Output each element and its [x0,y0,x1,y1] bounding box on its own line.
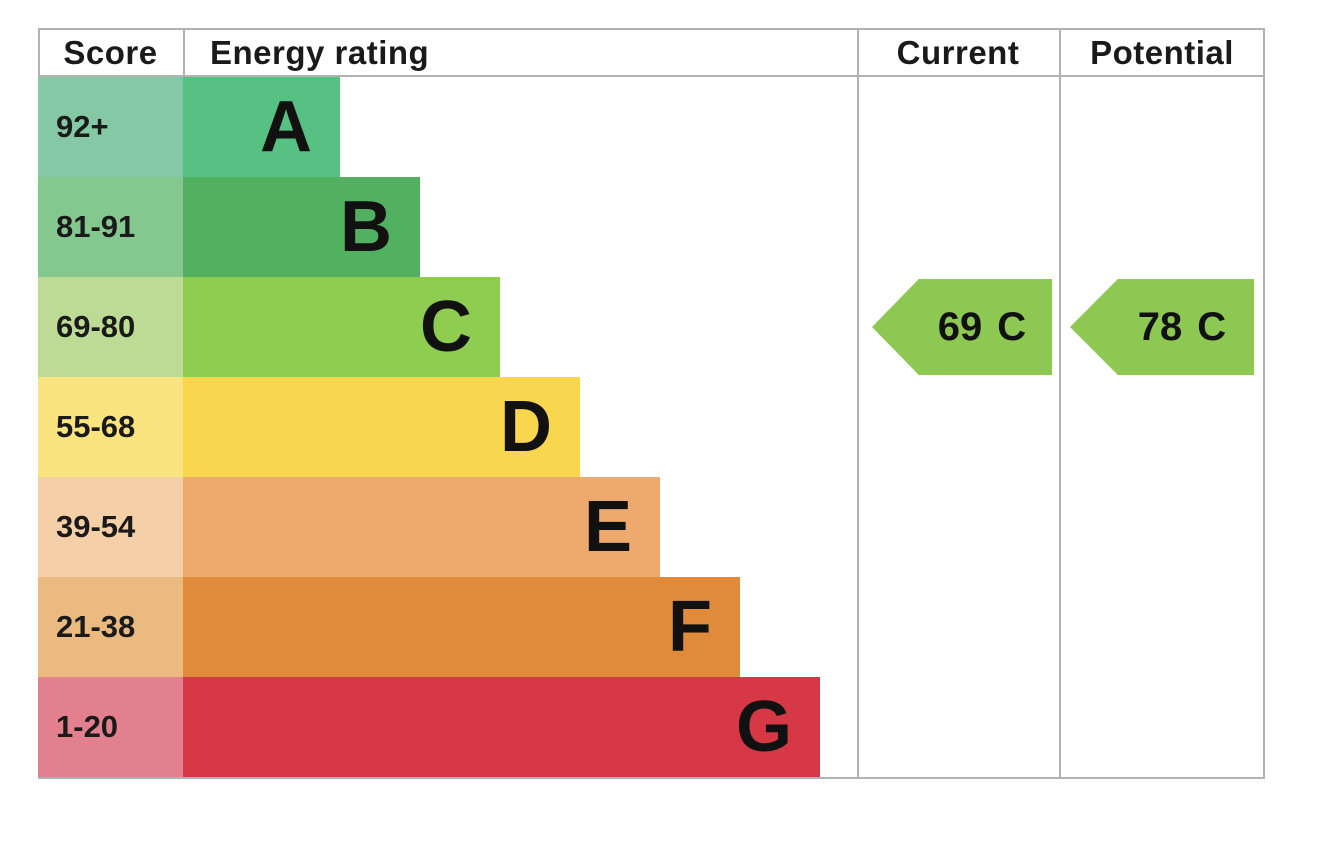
band-row-c: 69-80 C [38,277,820,377]
band-bar-e: E [183,477,660,577]
band-row-a: 92+ A [38,77,820,177]
band-rows: 92+ A 81-91 B 69-80 C 55-68 D [38,77,820,777]
score-range-a: 92+ [38,77,183,177]
band-bar-b: B [183,177,420,277]
band-bar-c: C [183,277,500,377]
band-letter-g: G [735,687,792,767]
band-letter-c: C [420,287,472,367]
current-rating-value: 69 [937,304,983,349]
score-range-f: 21-38 [38,577,183,677]
band-letter-b: B [340,187,392,267]
band-row-f: 21-38 F [38,577,820,677]
current-rating-arrow: 69 C [872,279,1052,375]
current-rating-letter: C [997,304,1027,349]
current-column-header: Current [896,33,1020,71]
potential-rating-value: 78 [1137,304,1183,349]
table-border-top [38,28,1265,30]
band-bar-f: F [183,577,740,677]
band-row-e: 39-54 E [38,477,820,577]
potential-rating-letter: C [1197,304,1227,349]
table-border-header-bottom [38,75,1265,77]
energy-rating-column-header: Energy rating [210,33,430,71]
band-row-b: 81-91 B [38,177,820,277]
epc-rating-chart: Score Energy rating Current Potential 92… [38,28,1265,779]
score-range-d: 55-68 [38,377,183,477]
table-border-current-potential [1059,28,1061,779]
score-range-g: 1-20 [38,677,183,777]
band-row-d: 55-68 D [38,377,820,477]
potential-column-header: Potential [1090,33,1234,71]
band-letter-a: A [260,87,312,167]
table-border-rating-current [857,28,859,779]
score-range-e: 39-54 [38,477,183,577]
score-column-header: Score [63,33,158,71]
score-range-b: 81-91 [38,177,183,277]
score-range-c: 69-80 [38,277,183,377]
table-header-row: Score Energy rating Current Potential [38,28,1265,77]
band-letter-d: D [500,387,552,467]
band-bar-g: G [183,677,820,777]
band-letter-f: F [668,587,712,667]
band-letter-e: E [583,487,632,567]
band-bar-d: D [183,377,580,477]
band-bar-a: A [183,77,340,177]
table-border-right [1263,28,1265,779]
band-row-g: 1-20 G [38,677,820,777]
table-border-bottom [38,777,1265,779]
potential-rating-arrow: 78 C [1070,279,1254,375]
